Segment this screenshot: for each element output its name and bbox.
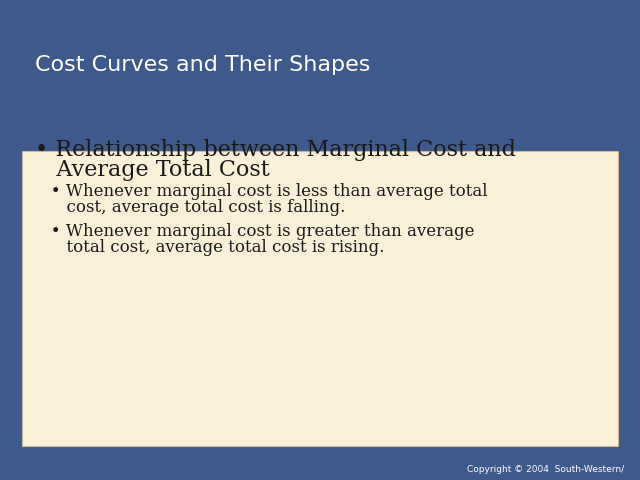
Text: • Whenever marginal cost is greater than average: • Whenever marginal cost is greater than…	[35, 223, 475, 240]
Text: Copyright © 2004  South-Western/: Copyright © 2004 South-Western/	[467, 465, 624, 474]
Text: Cost Curves and Their Shapes: Cost Curves and Their Shapes	[35, 55, 371, 75]
Text: • Relationship between Marginal Cost and: • Relationship between Marginal Cost and	[35, 139, 516, 161]
Text: total cost, average total cost is rising.: total cost, average total cost is rising…	[35, 239, 385, 256]
Text: cost, average total cost is falling.: cost, average total cost is falling.	[35, 199, 346, 216]
Text: • Whenever marginal cost is less than average total: • Whenever marginal cost is less than av…	[35, 183, 488, 200]
Text: Average Total Cost: Average Total Cost	[35, 159, 270, 181]
